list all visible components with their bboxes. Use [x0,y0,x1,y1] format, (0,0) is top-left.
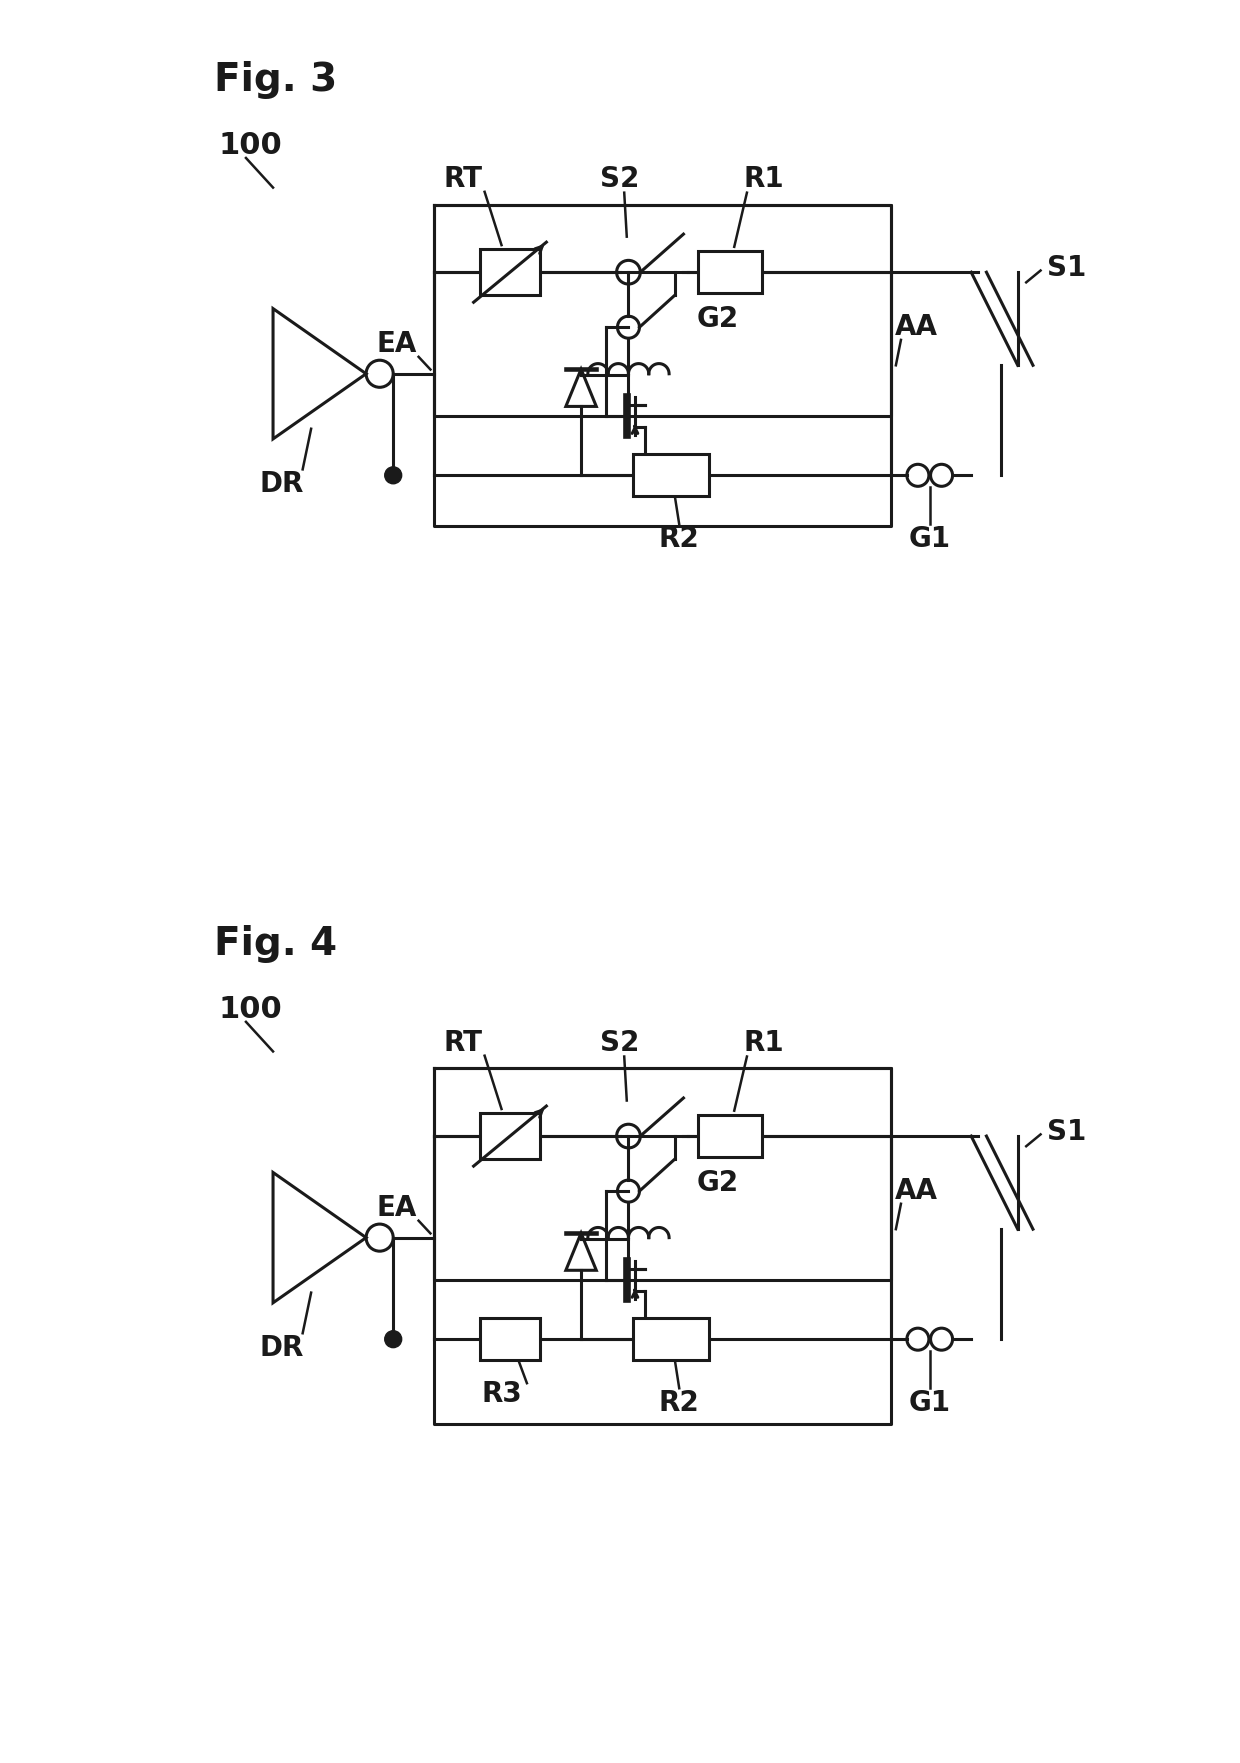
Text: R2: R2 [658,525,699,554]
Text: G2: G2 [696,1169,738,1197]
Text: G1: G1 [909,1389,951,1417]
Bar [632,1319,709,1361]
Text: DR: DR [259,469,304,497]
Text: G1: G1 [909,525,951,554]
Bar [480,1112,539,1160]
Circle shape [384,1331,402,1347]
Text: EA: EA [377,330,417,358]
Bar [480,249,539,296]
Bar [480,1319,539,1361]
Text: R2: R2 [658,1389,699,1417]
Bar [632,455,709,497]
Text: S1: S1 [1048,1118,1086,1146]
Text: RT: RT [444,166,482,194]
Text: Fig. 3: Fig. 3 [213,60,337,99]
Text: S2: S2 [600,166,640,194]
Text: 100: 100 [218,994,281,1024]
Text: AA: AA [895,1178,937,1206]
Text: S2: S2 [600,1030,640,1058]
Text: AA: AA [895,314,937,342]
Text: S1: S1 [1048,254,1086,282]
Circle shape [384,467,402,483]
Text: G2: G2 [696,305,738,333]
Bar [698,250,761,293]
Text: R1: R1 [744,1030,784,1058]
Text: Fig. 4: Fig. 4 [213,924,337,963]
Bar [698,1114,761,1157]
Text: EA: EA [377,1194,417,1222]
Text: R1: R1 [744,166,784,194]
Text: RT: RT [444,1030,482,1058]
Text: DR: DR [259,1333,304,1361]
Text: 100: 100 [218,130,281,160]
Text: R3: R3 [481,1380,522,1409]
